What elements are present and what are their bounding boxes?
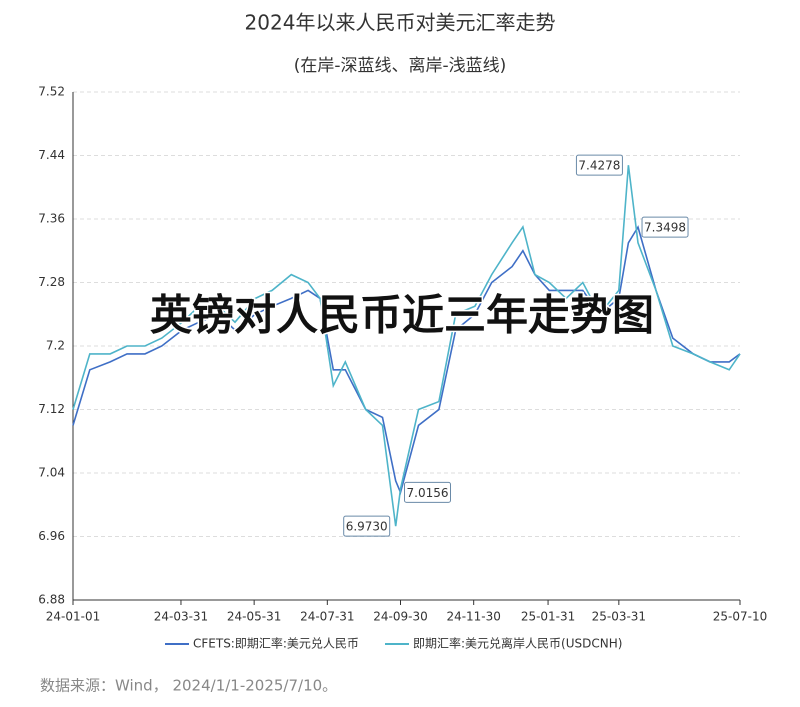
y-tick-label: 6.96	[38, 529, 65, 543]
annotation-box	[575, 154, 623, 176]
y-tick-label: 7.36	[38, 212, 65, 226]
annotation: 7.0156	[404, 481, 452, 503]
annotation-box	[641, 216, 689, 238]
x-tick-label: 24-07-31	[300, 610, 354, 624]
y-tick-label: 6.88	[38, 593, 65, 607]
x-tick-label: 24-11-30	[446, 610, 500, 624]
annotation-label: 7.0156	[407, 486, 449, 500]
annotation: 7.3498	[641, 216, 689, 238]
legend-label: 即期汇率:美元兑离岸人民币(USDCNH)	[413, 636, 622, 651]
y-tick-label: 7.52	[38, 85, 65, 99]
source-note: 数据来源：Wind， 2024/1/1-2025/7/10。	[40, 677, 337, 695]
y-tick-label: 7.04	[38, 466, 65, 480]
annotation-label: 7.4278	[578, 159, 620, 173]
x-tick-label: 25-07-10	[713, 610, 767, 624]
legend-label: CFETS:即期汇率:美元兑人民币	[193, 636, 359, 651]
chart-subtitle: (在岸-深蓝线、离岸-浅蓝线)	[294, 56, 507, 76]
series-line	[72, 225, 741, 495]
x-tick-label: 24-03-31	[154, 610, 208, 624]
x-tick-label: 24-05-31	[227, 610, 281, 624]
x-tick-label: 25-01-31	[521, 610, 575, 624]
annotation: 6.9730	[343, 515, 391, 537]
annotation-label: 6.9730	[346, 520, 388, 534]
y-tick-label: 7.44	[38, 148, 65, 162]
y-tick-label: 7.28	[38, 275, 65, 289]
annotation-box	[404, 481, 452, 503]
y-tick-label: 7.12	[38, 402, 65, 416]
annotation-label: 7.3498	[644, 221, 686, 235]
watermark: 英镑对人民币近三年走势图	[150, 291, 654, 340]
x-tick-label: 25-03-31	[592, 610, 646, 624]
y-tick-label: 7.2	[46, 339, 65, 353]
chart-title: 2024年以来人民币对美元汇率走势	[245, 11, 556, 35]
series-line	[72, 165, 741, 527]
x-tick-label: 24-01-01	[46, 610, 100, 624]
annotation: 7.4278	[575, 154, 623, 176]
x-tick-label: 24-09-30	[373, 610, 427, 624]
annotation-box	[343, 515, 391, 537]
